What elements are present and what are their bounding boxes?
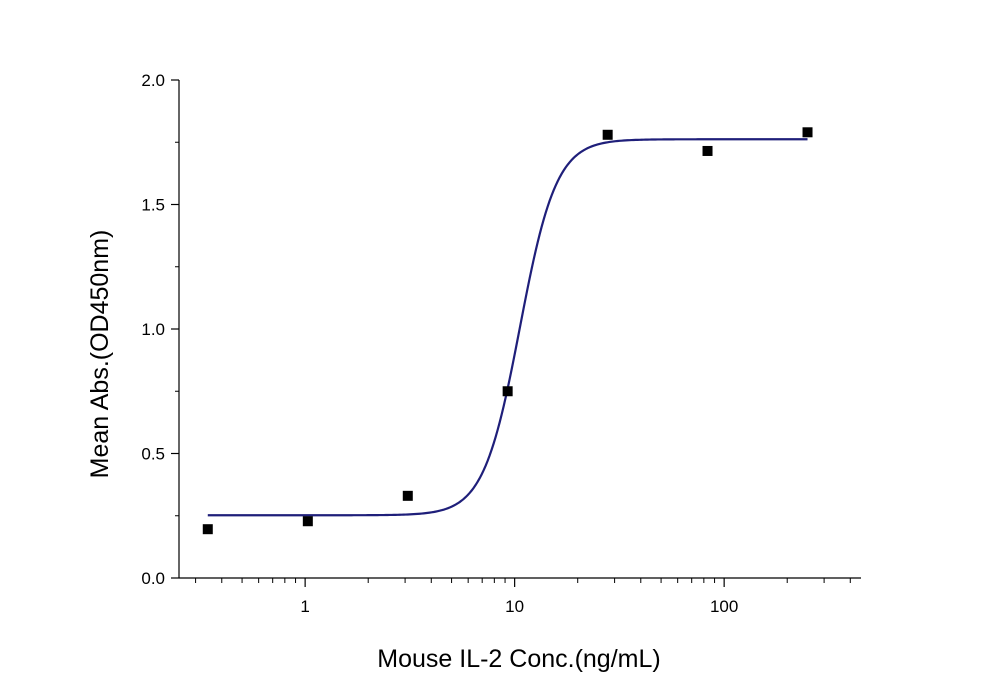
x-tick-label: 1: [300, 597, 309, 616]
axis-labels: Mouse IL-2 Conc.(ng/mL) Mean Abs.(OD450n…: [86, 230, 661, 673]
data-point: [402, 490, 413, 501]
y-tick-label: 1.5: [141, 196, 165, 215]
data-points-layer: [202, 127, 813, 535]
y-axis-title: Mean Abs.(OD450nm): [86, 230, 114, 479]
data-point: [602, 129, 613, 140]
data-point: [702, 145, 713, 156]
y-tick-label: 0.0: [141, 569, 165, 588]
data-point: [202, 524, 213, 535]
y-tick-label: 1.0: [141, 320, 165, 339]
x-tick-label: 10: [505, 597, 524, 616]
axes: 0.0 0.5 1.0 1.5 2.0 1 10 100: [141, 71, 861, 616]
data-point: [302, 516, 313, 527]
data-point: [802, 127, 813, 138]
data-point: [502, 386, 513, 397]
x-axis-title: Mouse IL-2 Conc.(ng/mL): [377, 645, 660, 673]
y-tick-label: 2.0: [141, 71, 165, 90]
y-tick-label: 0.5: [141, 445, 165, 464]
fit-curve-layer: [207, 138, 808, 517]
x-tick-label: 100: [710, 597, 738, 616]
fit-curve-line: [207, 138, 808, 517]
